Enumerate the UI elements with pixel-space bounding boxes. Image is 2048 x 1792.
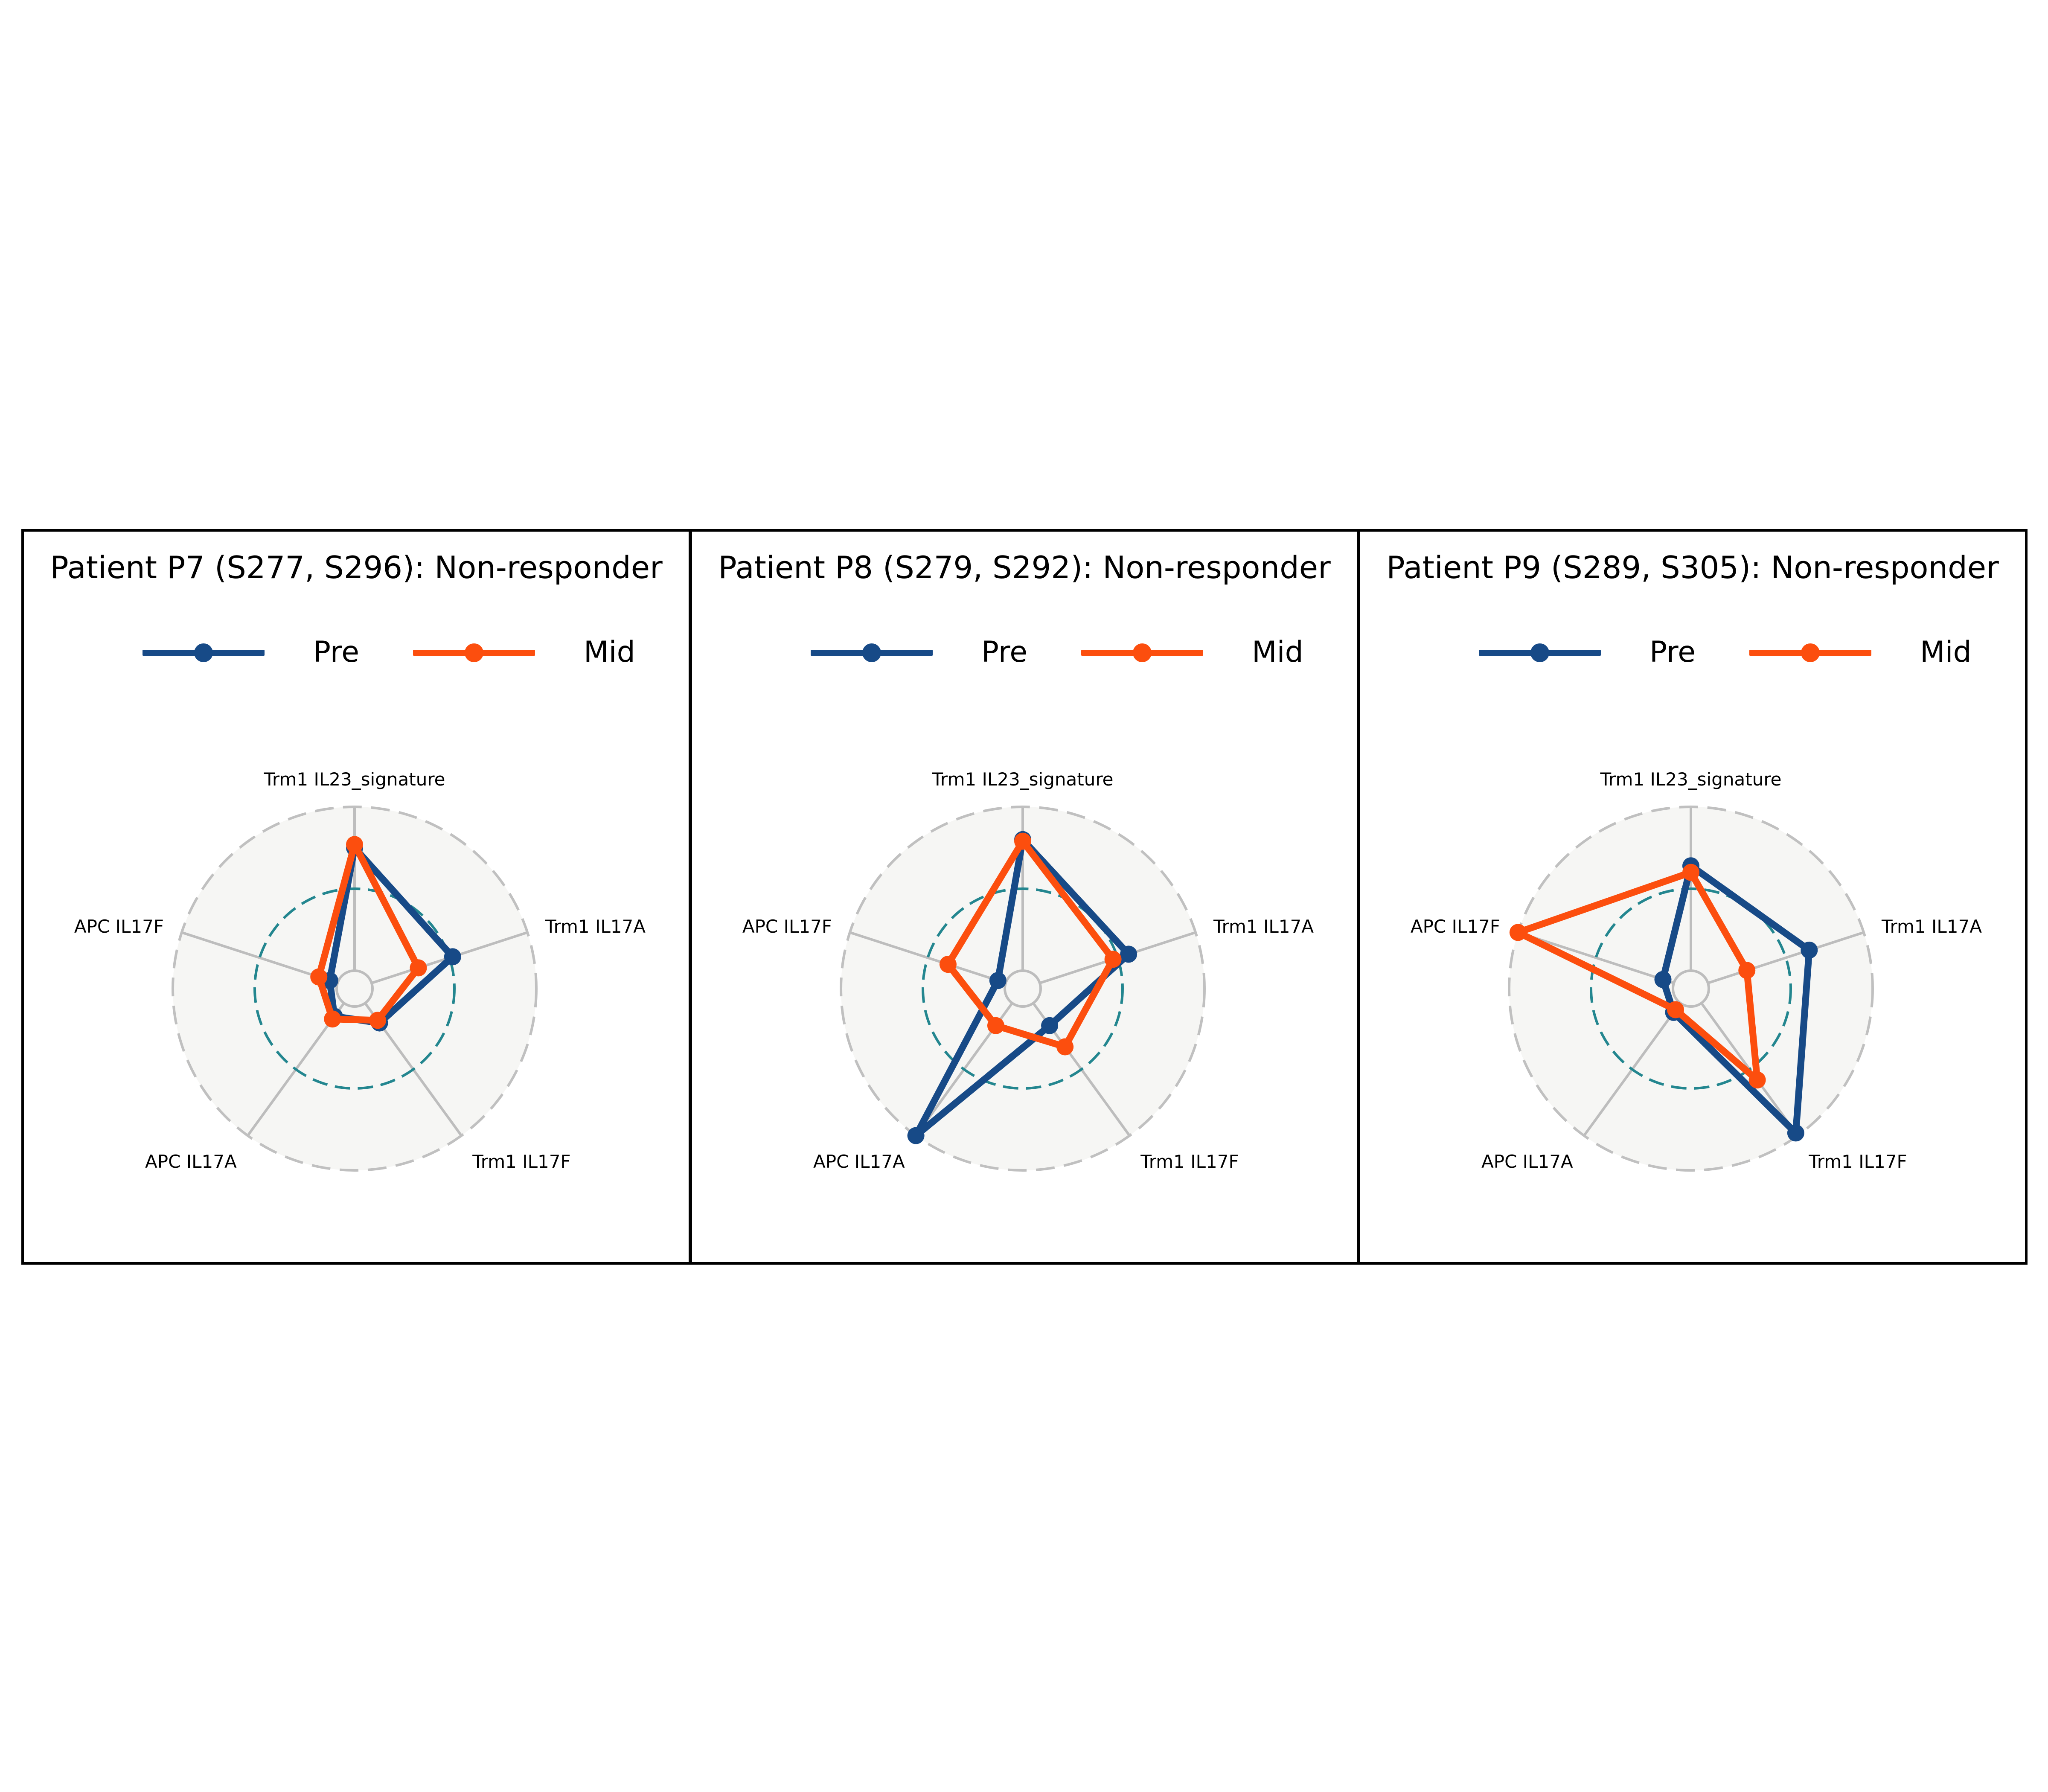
series-line-pre xyxy=(912,836,1132,1139)
data-point-mid xyxy=(310,968,328,986)
data-point-mid xyxy=(1056,1038,1074,1056)
axis-label: Trm1 IL23_signature xyxy=(931,769,1113,790)
data-point-pre xyxy=(1801,941,1818,959)
axis-label: APC IL17A xyxy=(813,1151,905,1172)
axis-label: APC IL17F xyxy=(742,916,832,937)
chart-title: Patient P8 (S279, S292): Non-responder xyxy=(718,550,1331,585)
legend-marker-pre xyxy=(1530,643,1549,662)
data-point-pre xyxy=(1787,1124,1804,1142)
series-line-pre xyxy=(1659,862,1813,1137)
radar-spoke xyxy=(1517,931,1674,984)
legend-item-pre: Pre xyxy=(811,628,1075,675)
radar-outer-ring xyxy=(1508,806,1874,1172)
chart-panel-p9: Patient P9 (S289, S305): Non-responder P… xyxy=(1358,529,2028,1265)
radar-background xyxy=(841,807,1204,1170)
data-point-mid xyxy=(1014,832,1031,850)
legend: Pre Mid xyxy=(692,628,1357,675)
data-point-mid xyxy=(1738,962,1756,979)
chart-title: Patient P9 (S289, S305): Non-responder xyxy=(1386,550,1999,585)
series-line-mid xyxy=(944,838,1117,1050)
legend-item-pre: Pre xyxy=(1479,628,1743,675)
data-point-mid xyxy=(1667,1001,1684,1018)
radar-inner-ring xyxy=(335,969,374,1008)
radar-chart: Trm1 IL23_signature Trm1 IL17A Trm1 IL17F A… xyxy=(1411,769,1982,1172)
legend-item-mid: Mid xyxy=(413,628,678,675)
axis-label: APC IL17F xyxy=(1411,916,1500,937)
axis-label: Trm1 IL17F xyxy=(1140,1151,1239,1172)
radar-reference-ring xyxy=(922,887,1124,1090)
data-point-mid xyxy=(410,959,427,977)
data-point-mid xyxy=(1104,951,1122,968)
legend-label-pre: Pre xyxy=(1649,635,1696,669)
radar-reference-ring xyxy=(1590,887,1792,1090)
data-point-mid xyxy=(346,836,363,853)
radar-reference-ring xyxy=(253,887,456,1090)
axis-label: APC IL17F xyxy=(74,916,164,937)
legend-marker-mid xyxy=(1801,643,1820,662)
series-line-mid xyxy=(1514,869,1761,1084)
chart-title: Patient P7 (S277, S296): Non-responder xyxy=(50,550,663,585)
radar-outer-ring xyxy=(840,806,1206,1172)
radar-background xyxy=(1509,807,1873,1170)
axis-label: Trm1 IL23_signature xyxy=(1600,769,1781,790)
legend-item-mid: Mid xyxy=(1081,628,1346,675)
legend-label-pre: Pre xyxy=(981,635,1028,669)
axis-label: APC IL17A xyxy=(145,1151,237,1172)
data-point-mid xyxy=(987,1017,1004,1034)
data-point-mid xyxy=(1509,924,1527,941)
legend-label-mid: Mid xyxy=(584,635,635,669)
axis-label: Trm1 IL17F xyxy=(1808,1151,1907,1172)
legend-marker-pre xyxy=(194,643,213,662)
series-line-mid xyxy=(315,841,422,1024)
chart-panel-p7: Patient P7 (S277, S296): Non-responder P… xyxy=(21,529,691,1265)
data-point-pre xyxy=(989,972,1007,989)
axis-label: Trm1 IL17A xyxy=(1881,916,1982,937)
data-point-pre xyxy=(1120,945,1137,963)
radar-background xyxy=(173,807,536,1170)
axis-label: APC IL17A xyxy=(1481,1151,1573,1172)
axis-label: Trm1 IL23_signature xyxy=(263,769,445,790)
data-point-mid xyxy=(324,1010,341,1028)
chart-panel-p8: Patient P8 (S279, S292): Non-responder P… xyxy=(689,529,1359,1265)
radar-outer-ring xyxy=(172,806,538,1172)
legend-item-mid: Mid xyxy=(1749,628,2014,675)
radar-chart: Trm1 IL23_signature Trm1 IL17A Trm1 IL17F A… xyxy=(74,769,646,1172)
data-point-mid xyxy=(1682,864,1699,881)
axis-label: Trm1 IL17F xyxy=(472,1151,570,1172)
data-point-mid xyxy=(1748,1071,1766,1089)
legend-marker-pre xyxy=(862,643,881,662)
radar-spoke xyxy=(1708,931,1865,984)
legend-marker-mid xyxy=(465,643,483,662)
legend-label-mid: Mid xyxy=(1920,635,1972,669)
legend: Pre Mid xyxy=(1360,628,2025,675)
data-point-pre xyxy=(1041,1017,1059,1034)
legend-label-mid: Mid xyxy=(1252,635,1303,669)
data-point-mid xyxy=(369,1012,387,1029)
legend: Pre Mid xyxy=(24,628,689,675)
radar-chart: Trm1 IL23_signature Trm1 IL17A Trm1 IL17F A… xyxy=(742,769,1314,1172)
legend-item-pre: Pre xyxy=(143,628,407,675)
radar-inner-ring xyxy=(1672,969,1710,1008)
radar-inner-ring xyxy=(1004,969,1042,1008)
legend-label-pre: Pre xyxy=(313,635,360,669)
data-point-pre xyxy=(907,1127,925,1144)
radar-spoke xyxy=(849,931,1006,984)
data-point-pre xyxy=(444,948,461,966)
data-point-pre xyxy=(1654,971,1672,988)
legend-marker-mid xyxy=(1133,643,1152,662)
data-point-mid xyxy=(939,956,957,973)
axis-label: Trm1 IL17A xyxy=(1213,916,1314,937)
axis-label: Trm1 IL17A xyxy=(545,916,646,937)
